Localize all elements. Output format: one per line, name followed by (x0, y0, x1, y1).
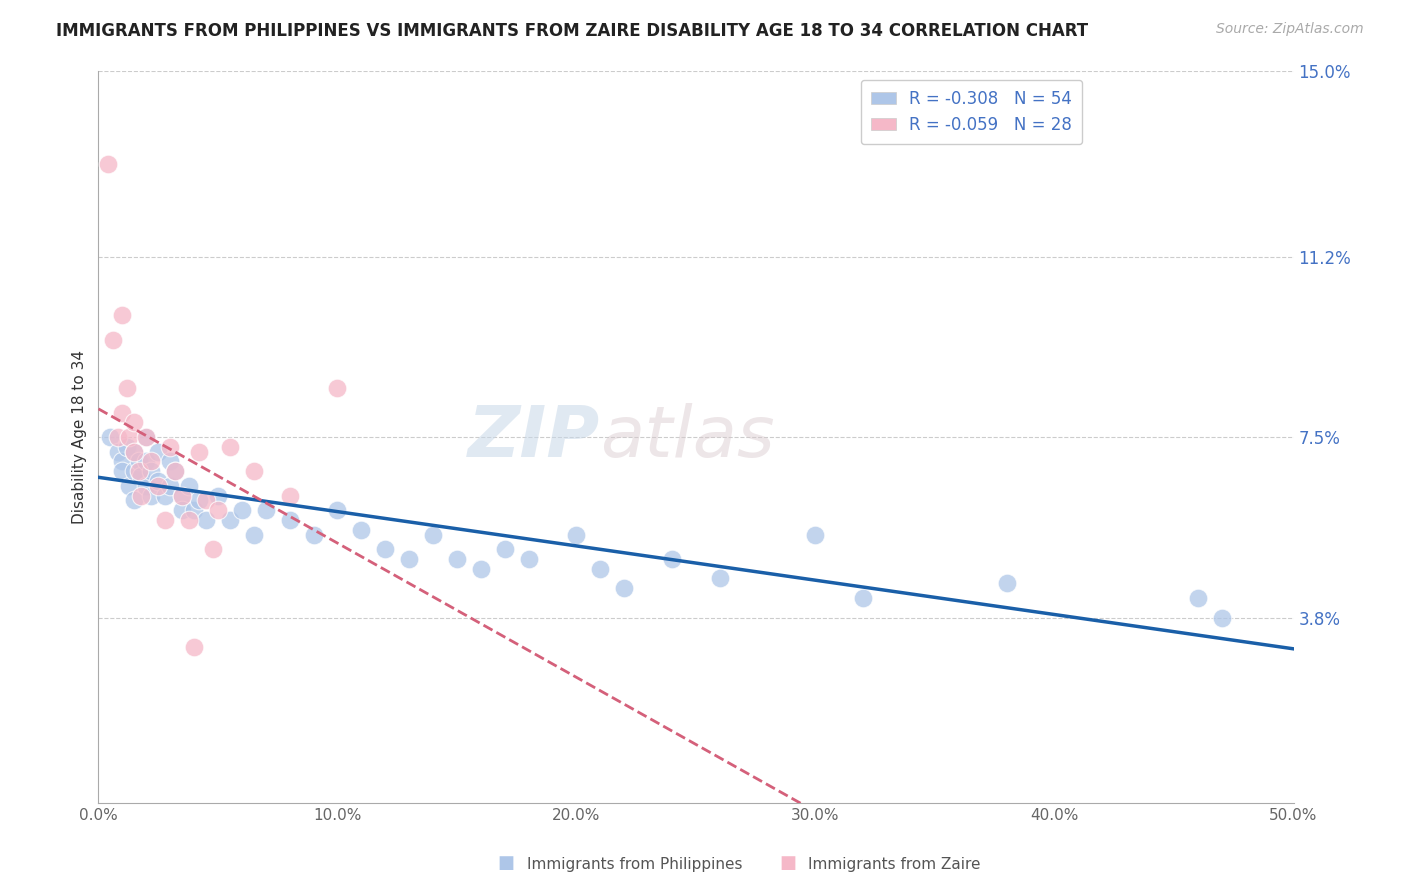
Point (172, 489, 194, 503)
Point (155, 489, 177, 503)
Point (995, 576, 1018, 591)
Point (470, 562, 492, 576)
Point (852, 591, 875, 605)
Point (804, 527, 827, 541)
Text: atlas: atlas (600, 402, 775, 472)
Point (195, 493, 218, 508)
Point (135, 430, 157, 444)
Point (565, 527, 588, 541)
Text: ■: ■ (498, 855, 515, 872)
Point (302, 527, 325, 541)
Point (326, 503, 349, 517)
Point (98, 430, 122, 444)
Point (1187, 591, 1209, 605)
Point (107, 430, 129, 444)
Point (163, 464, 186, 478)
Point (254, 503, 277, 517)
Point (155, 513, 177, 527)
Point (374, 542, 396, 557)
Point (179, 479, 201, 493)
Legend: R = -0.308   N = 54, R = -0.059   N = 28: R = -0.308 N = 54, R = -0.059 N = 28 (860, 79, 1083, 144)
Point (446, 552, 468, 566)
Point (139, 464, 162, 478)
Point (111, 406, 134, 420)
Text: Immigrants from Philippines: Immigrants from Philippines (527, 857, 742, 872)
Point (278, 489, 301, 503)
Point (398, 552, 420, 566)
Point (124, 416, 146, 430)
Point (139, 489, 162, 503)
Point (172, 489, 194, 503)
Point (148, 479, 170, 493)
Point (148, 444, 170, 458)
Point (135, 454, 157, 468)
Point (187, 444, 209, 458)
Point (326, 381, 349, 395)
Point (124, 444, 146, 458)
Point (183, 503, 205, 517)
Point (219, 440, 242, 454)
Point (115, 440, 138, 454)
Point (111, 464, 134, 478)
Text: IMMIGRANTS FROM PHILIPPINES VS IMMIGRANTS FROM ZAIRE DISABILITY AGE 18 TO 34 COR: IMMIGRANTS FROM PHILIPPINES VS IMMIGRANT… (56, 22, 1088, 40)
Point (613, 581, 636, 595)
Point (124, 444, 146, 458)
Point (350, 523, 373, 537)
Point (135, 479, 157, 493)
Point (589, 562, 612, 576)
Point (207, 489, 229, 503)
Point (422, 527, 444, 541)
Point (172, 503, 194, 517)
Point (494, 542, 516, 557)
Text: ZIP: ZIP (468, 402, 600, 472)
Point (111, 454, 134, 468)
Point (115, 381, 138, 395)
Text: Immigrants from Zaire: Immigrants from Zaire (808, 857, 981, 872)
Point (97, 157, 120, 171)
Point (124, 493, 146, 508)
Point (517, 552, 540, 566)
Point (219, 513, 242, 527)
Point (128, 454, 150, 468)
Point (131, 469, 153, 483)
Point (159, 454, 181, 468)
Point (135, 430, 157, 444)
Point (131, 489, 153, 503)
Point (709, 572, 731, 586)
Point (1211, 610, 1233, 624)
Point (278, 513, 301, 527)
Point (128, 464, 150, 478)
Point (124, 464, 146, 478)
Point (195, 513, 218, 527)
Y-axis label: Disability Age 18 to 34: Disability Age 18 to 34 (72, 350, 87, 524)
Point (202, 542, 225, 557)
Point (101, 333, 124, 347)
Text: ■: ■ (779, 855, 796, 872)
Point (163, 464, 186, 478)
Point (139, 454, 162, 468)
Point (179, 513, 201, 527)
Point (107, 444, 129, 458)
Point (118, 430, 141, 444)
Point (118, 479, 141, 493)
Point (111, 308, 134, 322)
Point (243, 527, 266, 541)
Point (661, 552, 683, 566)
Point (231, 503, 253, 517)
Point (207, 503, 229, 517)
Point (183, 640, 205, 654)
Point (159, 479, 181, 493)
Point (159, 440, 181, 454)
Point (243, 464, 266, 478)
Text: Source: ZipAtlas.com: Source: ZipAtlas.com (1216, 22, 1364, 37)
Point (148, 474, 170, 488)
Point (187, 493, 209, 508)
